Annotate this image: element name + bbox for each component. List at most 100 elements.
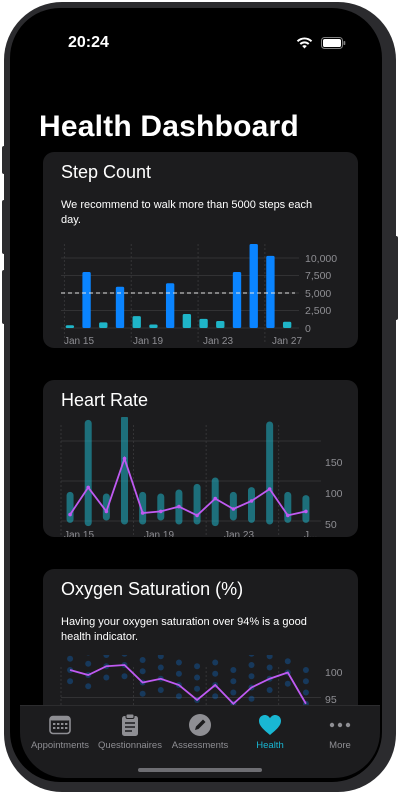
oxygen-reading-dot bbox=[175, 659, 182, 666]
oxygen-reading-dot bbox=[175, 693, 182, 700]
oxygen-reading-dot bbox=[85, 683, 92, 690]
oxygen-reading-dot bbox=[175, 670, 182, 677]
oxygen-reading-dot bbox=[67, 655, 74, 662]
page-title: Health Dashboard bbox=[39, 110, 299, 143]
x-tick-label: Jan 23 bbox=[203, 336, 233, 347]
status-icons bbox=[296, 37, 346, 49]
oxygen-reading-dot bbox=[157, 664, 164, 671]
oxygen-reading-dot bbox=[284, 658, 291, 665]
oxygen-reading-dot bbox=[103, 655, 110, 658]
y-tick-label: 5,000 bbox=[305, 288, 331, 300]
wifi-icon bbox=[296, 37, 313, 49]
oxygen-reading-dot bbox=[230, 678, 237, 685]
average-point bbox=[104, 509, 109, 514]
status-time: 20:24 bbox=[68, 34, 109, 51]
x-tick-label: J... bbox=[304, 530, 317, 537]
y-tick-label: 7,500 bbox=[305, 270, 331, 282]
clipboard-icon bbox=[122, 713, 138, 736]
pencil-circle-icon bbox=[189, 714, 211, 736]
oxygen-reading-dot bbox=[302, 689, 309, 696]
oxygen-reading-dot bbox=[266, 664, 273, 671]
average-point bbox=[304, 509, 308, 514]
bar bbox=[266, 255, 275, 328]
average-point bbox=[213, 496, 218, 501]
bar bbox=[165, 283, 175, 328]
oxygen-reading-dot bbox=[248, 673, 255, 680]
average-point bbox=[249, 499, 254, 503]
oxygen-reading-dot bbox=[266, 655, 273, 660]
y-tick-label: 10,000 bbox=[305, 253, 337, 265]
oxygen-reading-dot bbox=[302, 667, 309, 673]
oxygen-reading-dot bbox=[85, 660, 92, 667]
y-tick-label: 95 bbox=[325, 694, 337, 706]
bar bbox=[182, 314, 192, 328]
device-volume-up-button bbox=[2, 200, 7, 254]
bar bbox=[149, 324, 158, 328]
card-subtitle: Having your oxygen saturation over 94% i… bbox=[61, 616, 307, 643]
tab-health[interactable]: Health bbox=[230, 712, 310, 751]
bar bbox=[249, 244, 258, 328]
step-count-chart: 10,000 7,500 5,000 2,500 0 Jan 15 Jan 19… bbox=[61, 244, 337, 347]
tab-more[interactable]: More bbox=[300, 712, 380, 751]
oxygen-reading-dot bbox=[157, 655, 164, 660]
bar bbox=[232, 272, 242, 328]
y-tick-label: 2,500 bbox=[305, 305, 331, 317]
bar bbox=[199, 318, 208, 328]
step-count-card[interactable]: Step Count We recommend to walk more tha… bbox=[43, 152, 358, 348]
tab-label: Assessments bbox=[171, 740, 229, 751]
tab-appointments[interactable]: Appointments bbox=[20, 712, 100, 751]
app-screen: 20:24 Health Dashboard Step Count We rec… bbox=[20, 12, 380, 778]
oxygen-reading-dot bbox=[121, 673, 128, 680]
y-tick-label: 150 bbox=[325, 457, 343, 469]
card-title: Heart Rate bbox=[61, 390, 149, 410]
average-line bbox=[69, 455, 307, 517]
oxygen-reading-dot bbox=[194, 674, 201, 681]
heart-rate-chart: 150 100 50 Jan 15 Jan 19 Jan 23 J... bbox=[60, 417, 343, 537]
x-tick-label: Jan 15 bbox=[64, 336, 94, 347]
tab-assessments[interactable]: Assessments bbox=[160, 712, 240, 751]
oxygen-reading-dot bbox=[266, 687, 273, 693]
battery-icon bbox=[321, 37, 346, 49]
bar bbox=[132, 316, 141, 328]
heart-rate-card[interactable]: Heart Rate 150 100 50 Jan 15 Jan 19 Jan … bbox=[43, 380, 358, 537]
oxygen-reading-dot bbox=[103, 674, 110, 681]
x-tick-label: Jan 19 bbox=[144, 530, 174, 537]
tab-bar: Appointments Questionnaires bbox=[20, 705, 380, 778]
tab-label: Health bbox=[256, 740, 284, 751]
card-subtitle: We recommend to walk more than 5000 step… bbox=[61, 199, 313, 226]
card-title: Step Count bbox=[61, 162, 152, 182]
ellipsis-icon bbox=[329, 722, 351, 728]
oxygen-reading-dot bbox=[139, 657, 146, 663]
card-title: Oxygen Saturation (%) bbox=[61, 579, 244, 599]
tab-label: Questionnaires bbox=[98, 740, 162, 751]
average-point bbox=[122, 456, 127, 461]
average-point bbox=[86, 485, 91, 490]
y-tick-label: 100 bbox=[325, 667, 343, 679]
y-tick-label: 0 bbox=[305, 323, 311, 335]
bar bbox=[99, 322, 108, 328]
average-point bbox=[231, 507, 236, 511]
oxygen-reading-dot bbox=[212, 693, 219, 700]
x-tick-label: Jan 23 bbox=[224, 530, 254, 537]
oxygen-reading-dot bbox=[302, 678, 309, 685]
home-indicator[interactable] bbox=[138, 768, 262, 772]
oxygen-reading-dot bbox=[212, 659, 219, 666]
y-tick-label: 50 bbox=[325, 519, 337, 531]
x-tick-label: Jan 19 bbox=[133, 336, 163, 347]
oxygen-reading-dot bbox=[194, 663, 201, 670]
x-tick-label: Jan 15 bbox=[64, 530, 94, 537]
tab-label: More bbox=[329, 740, 351, 751]
oxygen-reading-dot bbox=[121, 655, 128, 657]
oxygen-reading-dot bbox=[157, 687, 164, 693]
oxygen-reading-dot bbox=[248, 695, 255, 702]
oxygen-reading-dot bbox=[248, 655, 255, 657]
y-tick-label: 100 bbox=[325, 488, 343, 500]
average-point bbox=[285, 513, 290, 518]
x-tick-label: Jan 27 bbox=[272, 336, 302, 347]
bar bbox=[282, 321, 292, 328]
oxygen-reading-dot bbox=[230, 689, 237, 696]
device-volume-down-button bbox=[2, 270, 7, 324]
tab-questionnaires[interactable]: Questionnaires bbox=[90, 712, 170, 751]
bar bbox=[82, 272, 91, 328]
heart-icon bbox=[259, 715, 281, 735]
